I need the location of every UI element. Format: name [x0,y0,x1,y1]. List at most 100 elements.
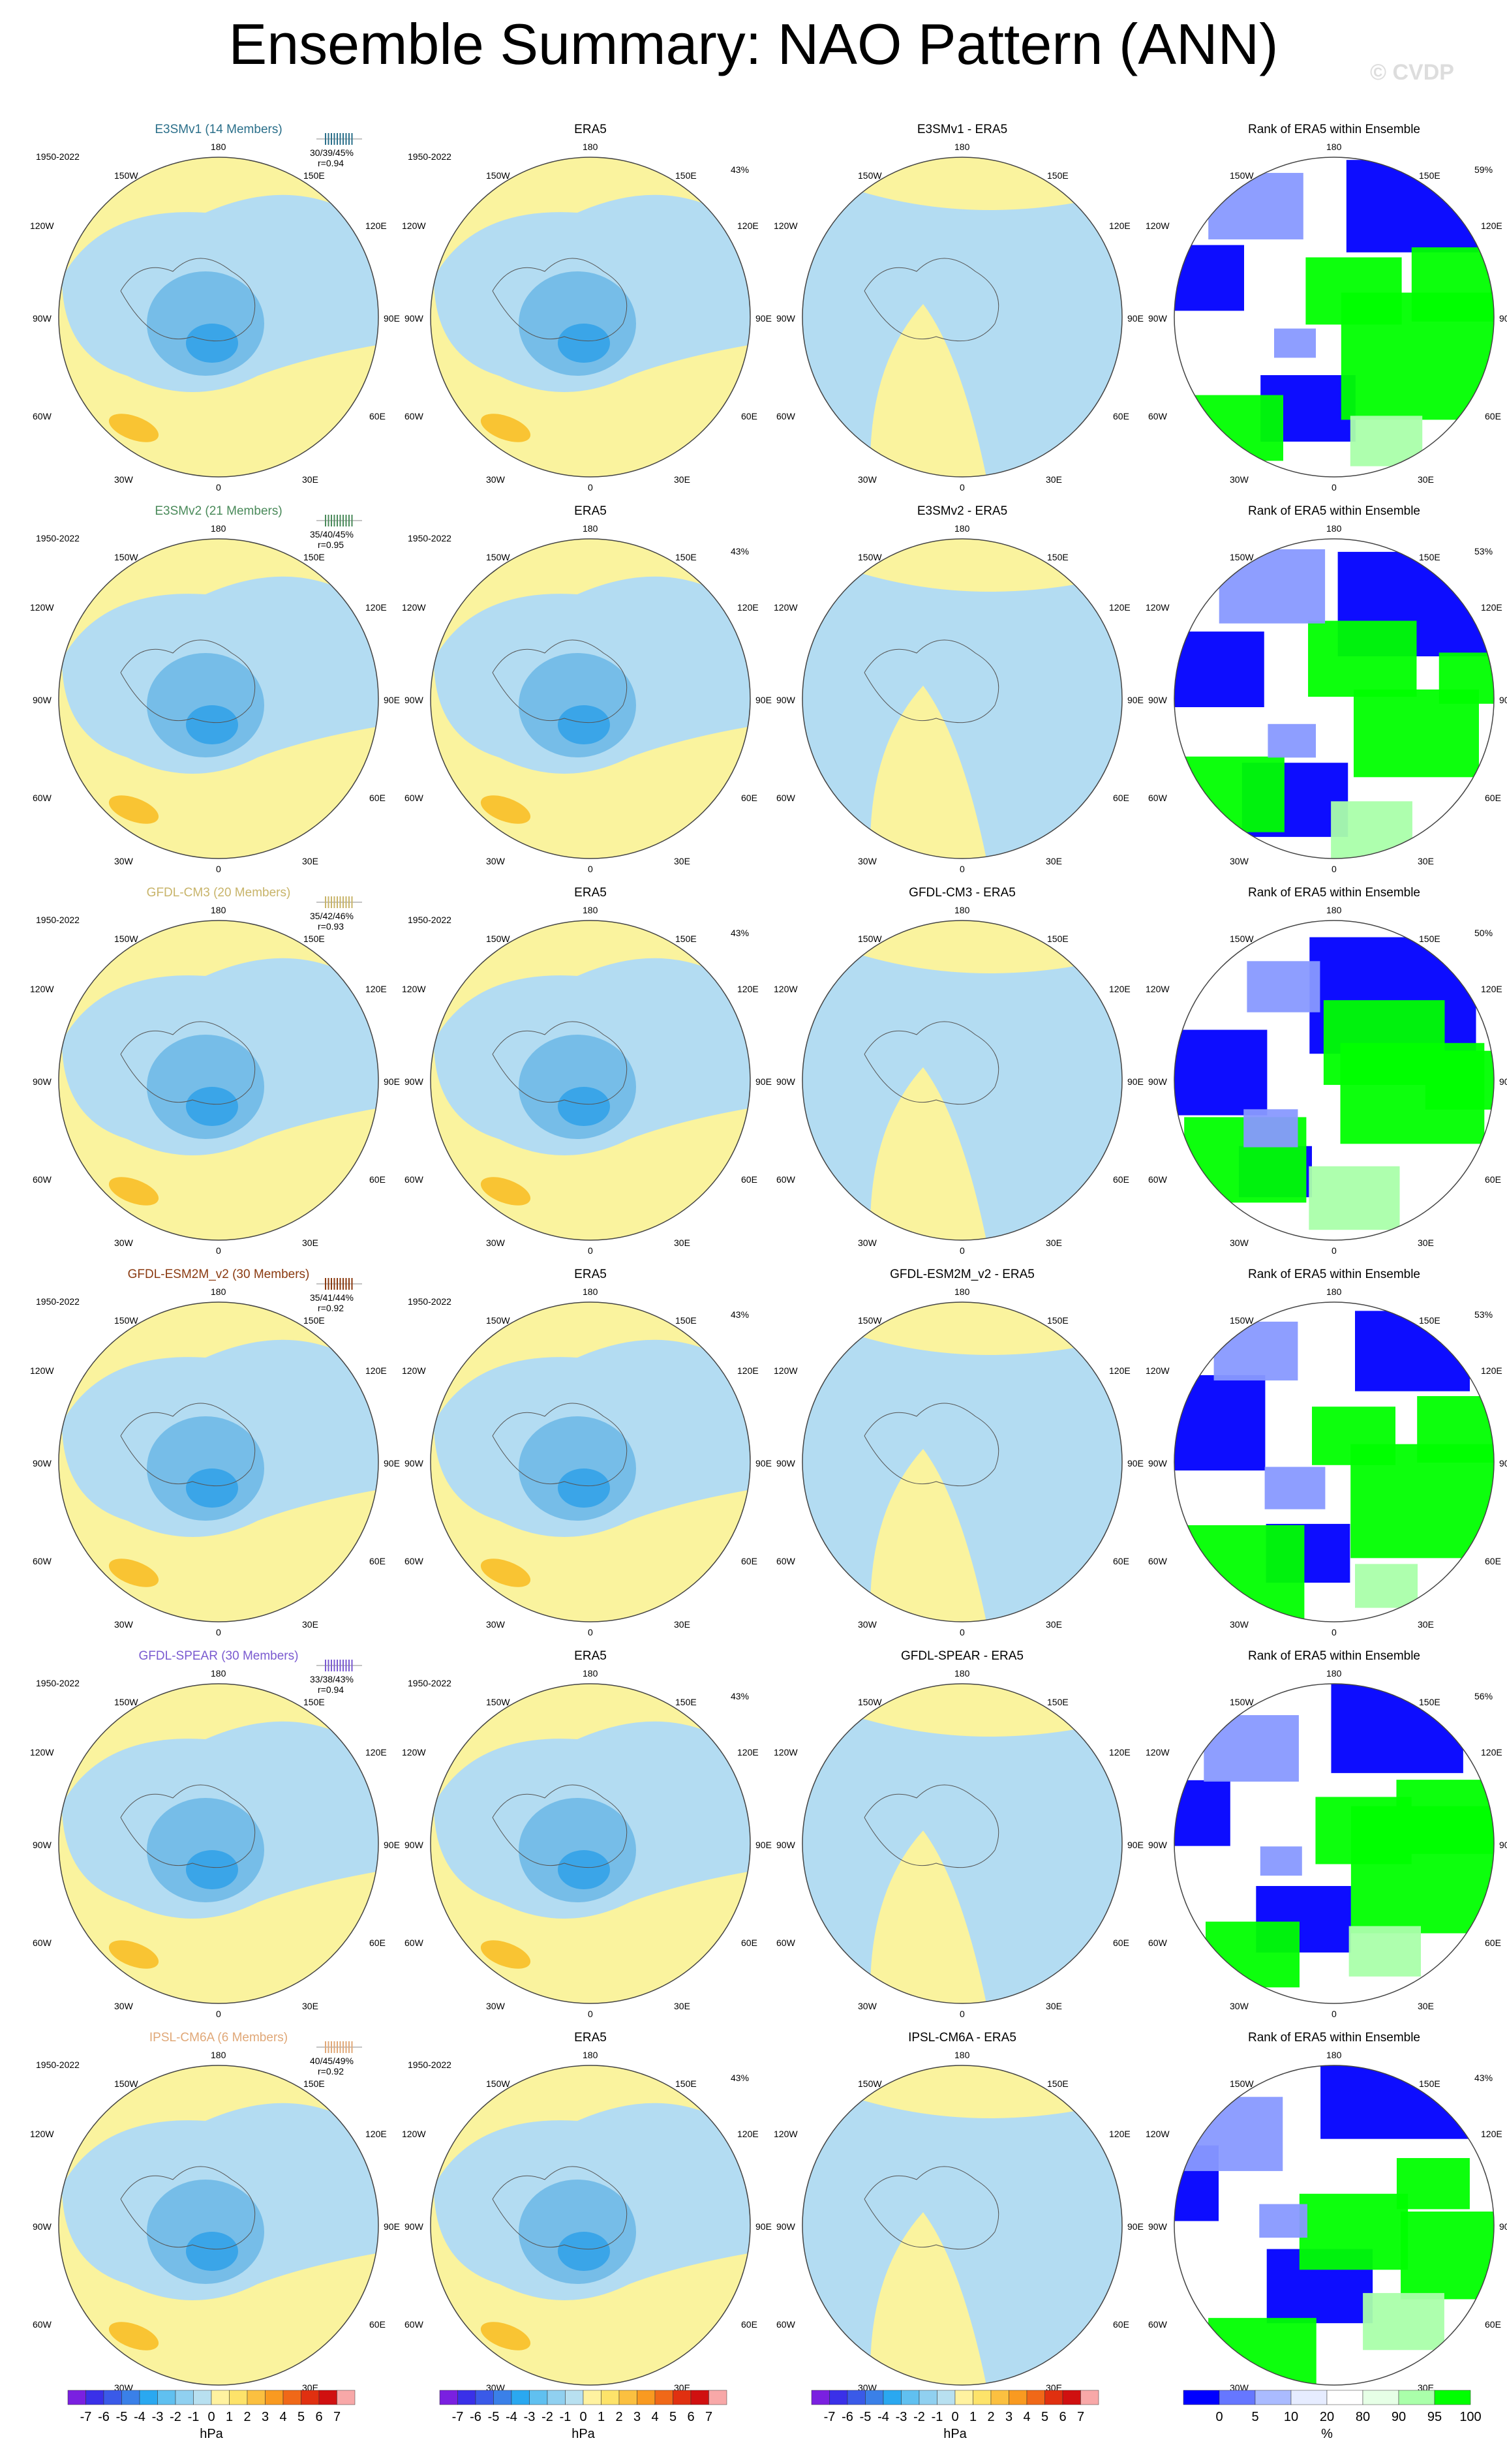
panel-title: IPSL-CM6A (6 Members) [149,2031,288,2045]
colorbar-hpa-2: -7 -6 -5 -4 -3 -2 -1 0 1 2 3 4 5 6 7 hPa [427,2388,740,2453]
lon-label-w60: 60W [404,1556,423,1566]
lon-label-w150: 150W [1230,1315,1254,1326]
lon-label-n180: 180 [211,2050,226,2060]
lon-label-e90: 90E [384,1076,400,1087]
lon-label-e60: 60E [1113,1938,1129,1948]
lon-label-zero: 0 [588,864,593,874]
lon-label-w60: 60W [1148,411,1167,421]
lon-label-e60: 60E [369,1938,386,1948]
rank-pct-label: 50% [1474,928,1493,938]
era5-map [430,2065,751,2386]
colorbar-tick-label: -3 [523,2410,536,2424]
lon-label-w60: 60W [776,793,795,803]
years-label: 1950-2022 [36,1678,80,1688]
colorbar-swatch [193,2390,212,2405]
era5-map [430,1683,751,2004]
lon-label-e60: 60E [1485,411,1501,421]
lon-label-e90: 90E [1127,1458,1144,1468]
lon-label-w90: 90W [33,313,52,324]
lon-label-e120: 120E [1109,1747,1131,1757]
lon-label-zero: 0 [588,1245,593,1256]
lon-label-e30: 30E [302,474,318,485]
colorbar-unit: hPa [200,2427,223,2441]
lon-label-w60: 60W [776,411,795,421]
colorbar-swatch [865,2390,884,2405]
colorbar-swatch [847,2390,866,2405]
panel-title: E3SMv2 - ERA5 [917,504,1008,518]
lon-label-n180: 180 [583,2050,598,2060]
colorbar-swatch [565,2390,584,2405]
colorbar-tick-label: 6 [315,2410,323,2424]
lon-label-e150: 150E [1047,170,1069,181]
colorbar-swatch [973,2390,992,2405]
panel-title: ERA5 [574,504,607,518]
lon-label-w150: 150W [1230,2078,1254,2089]
panel-title: ERA5 [574,1268,607,1281]
lon-label-e120: 120E [737,1365,759,1376]
years-label: 1950-2022 [408,1678,451,1688]
rank-map [1174,538,1495,859]
lon-label-e120: 120E [365,984,387,994]
lon-label-w60: 60W [33,2319,52,2330]
lon-label-e120: 120E [1109,2129,1131,2139]
lon-label-e90: 90E [1127,1076,1144,1087]
lon-label-e150: 150E [675,934,697,944]
lon-label-e90: 90E [1499,2221,1507,2232]
panel-diff: E3SMv2 - ERA5 180 150E 120E 90E 60E 30E 0 30W 60W… [774,504,1145,883]
colorbar-tick-label: 7 [1076,2410,1085,2424]
panel-title: ERA5 [574,2031,607,2045]
panel-rank: Rank of ERA5 within Ensemble 180 150E 120E 9… [1146,123,1507,501]
stats-label: 33/38/43% [310,1674,354,1684]
lon-label-w120: 120W [1146,2129,1170,2139]
lon-label-w90: 90W [1148,695,1167,705]
colorbar-tick-label: 80 [1355,2410,1371,2424]
lon-label-n180: 180 [211,523,226,534]
lon-label-w90: 90W [776,1076,795,1087]
lon-label-e90: 90E [1499,1076,1507,1087]
lon-label-w150: 150W [1230,170,1254,181]
lon-label-w90: 90W [1148,1458,1167,1468]
colorbar-tick-label: -4 [877,2410,889,2424]
era5-map [430,157,751,478]
lon-label-e120: 120E [1109,221,1131,231]
lon-label-e150: 150E [1047,1697,1069,1707]
lon-label-e120: 120E [1481,221,1502,231]
lon-label-e60: 60E [1113,2319,1129,2330]
lon-label-e60: 60E [369,1556,386,1566]
panel-rank: Rank of ERA5 within Ensemble 180 150E 120E 9… [1146,886,1507,1264]
colorbar-tick-label: 1 [225,2410,234,2424]
colorbar-swatch [673,2390,692,2405]
lon-label-e60: 60E [369,411,386,421]
colorbar-swatch [1062,2390,1081,2405]
model-map [58,2065,379,2386]
colorbar-hpa-3: -7 -6 -5 -4 -3 -2 -1 0 1 2 3 4 5 6 7 hPa [799,2388,1112,2453]
lon-label-e60: 60E [1113,1556,1129,1566]
lon-label-e30: 30E [302,1238,318,1248]
lon-label-n180: 180 [211,142,226,152]
colorbar-swatches [1183,2390,1471,2405]
era5-pct-label: 43% [731,1309,750,1320]
lon-label-w30: 30W [1230,856,1249,866]
lon-label-w60: 60W [1148,1556,1167,1566]
lon-label-e120: 120E [737,1747,759,1757]
lon-label-e30: 30E [302,2001,318,2011]
diff-map [802,920,1123,1241]
lon-label-w120: 120W [402,2129,426,2139]
panel-diff: GFDL-ESM2M_v2 - ERA5 180 150E 120E 90E 60E 30E… [774,1268,1145,1646]
colorbar-swatch [618,2390,637,2405]
lon-label-w90: 90W [1148,1840,1167,1850]
lon-label-e150: 150E [1047,2078,1069,2089]
colorbar-tick-label: 6 [1059,2410,1067,2424]
colorbar-swatch [1326,2390,1363,2405]
era5-map [430,538,751,859]
panel-rank: Rank of ERA5 within Ensemble 180 150E 120E 9… [1146,504,1507,883]
colorbar-unit: hPa [943,2427,967,2441]
lon-label-e150: 150E [303,170,325,181]
panel-model: IPSL-CM6A (6 Members) 180 150E 120E 90E 60E 30… [30,2031,401,2409]
colorbar-tick-label: -3 [895,2410,907,2424]
lon-label-e90: 90E [384,695,400,705]
colorbar-swatch [937,2390,956,2405]
correlation-label: r=0.94 [318,158,344,168]
panel-title: IPSL-CM6A - ERA5 [908,2031,1016,2045]
years-label: 1950-2022 [36,915,80,925]
